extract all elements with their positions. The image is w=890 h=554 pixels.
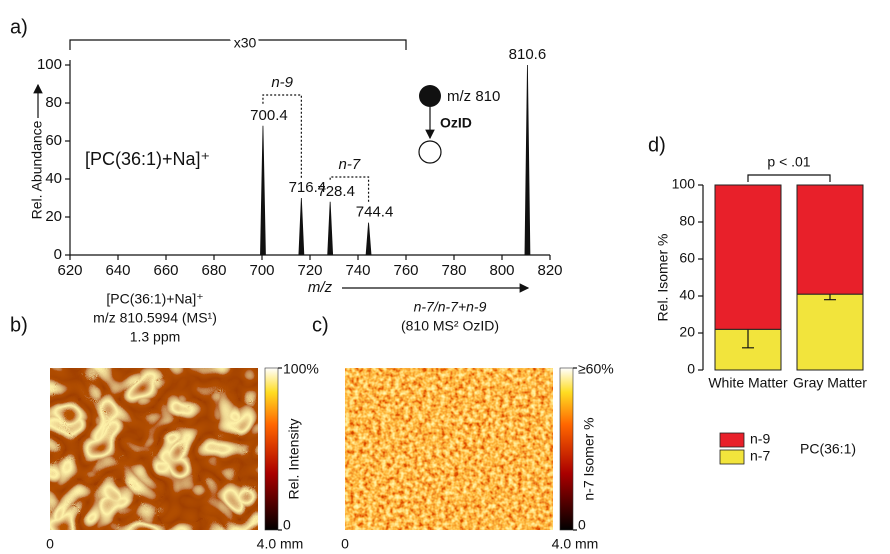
- x-tick-label: 4.0 mm: [257, 536, 304, 552]
- scale-label: x30: [234, 35, 257, 51]
- y-tick-label: 20: [679, 324, 695, 340]
- x-tick-label: 740: [345, 262, 370, 279]
- panel-label: d): [648, 134, 666, 156]
- peak-label: 744.4: [356, 204, 394, 221]
- x-tick-label: 680: [201, 262, 226, 279]
- legend-label: n-9: [750, 431, 770, 447]
- ion-image: [345, 368, 553, 530]
- y-tick-label: 40: [679, 287, 695, 303]
- panel-label: b): [10, 314, 28, 336]
- peak: [366, 223, 371, 255]
- y-tick-label: 20: [45, 208, 62, 225]
- colorbar: [560, 368, 573, 530]
- x-tick-label: 720: [297, 262, 322, 279]
- colorbar-label: n-7 Isomer %: [581, 417, 597, 500]
- y-axis-label: Rel. Abundance: [29, 120, 45, 219]
- panel-title: [PC(36:1)+Na]⁺: [106, 291, 203, 307]
- ion-label: [PC(36:1)+Na]⁺: [85, 149, 210, 169]
- peak: [299, 198, 304, 255]
- x-tick-label: Gray Matter: [793, 375, 867, 391]
- peak-label: 728.4: [317, 183, 355, 200]
- isomer-label: n-7: [339, 156, 361, 173]
- ion-image: [50, 368, 258, 530]
- peak: [525, 65, 530, 255]
- legend-label: n-7: [750, 448, 770, 464]
- panel-title: 1.3 ppm: [130, 329, 181, 345]
- x-axis-label: m/z: [308, 279, 333, 296]
- panel-title: m/z 810.5994 (MS¹): [93, 310, 217, 326]
- y-tick-label: 0: [54, 246, 62, 263]
- peak-label: 810.6: [509, 46, 547, 63]
- x-tick-label: 800: [489, 262, 514, 279]
- y-axis-label: Rel. Isomer %: [655, 234, 671, 322]
- colorbar-tick-label: 100%: [283, 361, 319, 377]
- colorbar-tick-label: 0: [578, 517, 586, 533]
- peak: [260, 126, 265, 255]
- x-tick-label: 620: [57, 262, 82, 279]
- x-tick-label: 0: [46, 536, 54, 552]
- legend-swatch: [720, 450, 744, 464]
- significance-bracket: [748, 175, 830, 182]
- figure: a) 0 20 40 60 80 100 620 640 660 680 700 720 740 760 78…: [0, 0, 890, 554]
- precursor-icon: [419, 85, 441, 107]
- colorbar-tick-label: 0: [283, 517, 291, 533]
- peak-label: 700.4: [250, 107, 288, 124]
- legend-title: PC(36:1): [800, 441, 856, 457]
- y-tick-label: 100: [37, 56, 62, 73]
- x-tick-label: White Matter: [708, 375, 788, 391]
- panel-title: (810 MS² OzID): [401, 318, 499, 334]
- x-tick-label: 660: [153, 262, 178, 279]
- x-tick-label: 640: [105, 262, 130, 279]
- colorbar-tick-label: ≥60%: [578, 361, 614, 377]
- y-tick-label: 60: [679, 250, 695, 266]
- y-tick-label: 100: [672, 176, 696, 192]
- significance-label: p < .01: [767, 154, 810, 170]
- precursor-label: m/z 810: [447, 88, 500, 105]
- bar-segment: [715, 185, 781, 329]
- x-tick-label: 760: [393, 262, 418, 279]
- x-tick-label: 0: [341, 536, 349, 552]
- x-tick-label: 780: [441, 262, 466, 279]
- bar-segment: [797, 185, 863, 294]
- y-tick-label: 60: [45, 132, 62, 149]
- y-tick-label: 80: [679, 213, 695, 229]
- panel-label: c): [312, 314, 329, 336]
- isomer-label: n-9: [271, 74, 293, 91]
- bar-segment: [797, 294, 863, 370]
- legend-swatch: [720, 433, 744, 447]
- peak: [328, 202, 333, 255]
- panel-label: a): [10, 16, 28, 38]
- colorbar: [265, 368, 278, 530]
- y-tick-label: 0: [687, 361, 695, 377]
- y-tick-label: 40: [45, 170, 62, 187]
- method-label: OzID: [440, 115, 472, 131]
- x-tick-label: 4.0 mm: [552, 536, 599, 552]
- x-tick-label: 820: [537, 262, 562, 279]
- product-icon: [419, 141, 441, 163]
- colorbar-label: Rel. Intensity: [286, 419, 302, 500]
- x-tick-label: 700: [249, 262, 274, 279]
- panel-title: n-7/n-7+n-9: [414, 299, 487, 315]
- y-tick-label: 80: [45, 94, 62, 111]
